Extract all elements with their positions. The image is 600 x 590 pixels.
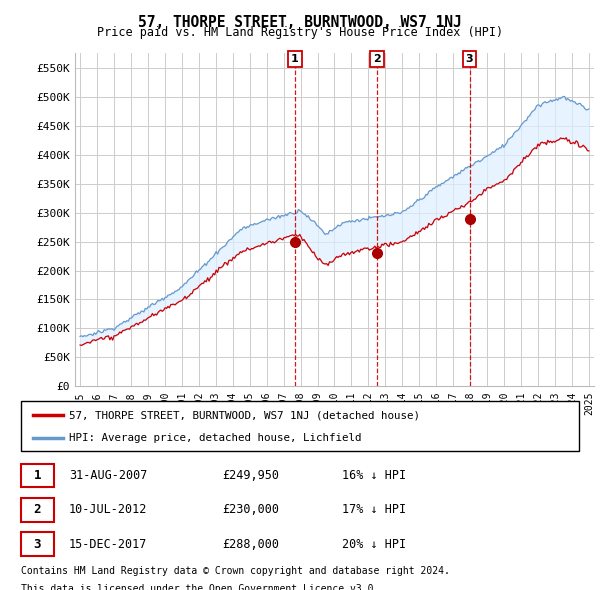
Text: Price paid vs. HM Land Registry's House Price Index (HPI): Price paid vs. HM Land Registry's House … bbox=[97, 26, 503, 39]
Text: £249,950: £249,950 bbox=[222, 469, 279, 482]
Text: 31-AUG-2007: 31-AUG-2007 bbox=[69, 469, 148, 482]
Text: 15-DEC-2017: 15-DEC-2017 bbox=[69, 537, 148, 550]
Text: HPI: Average price, detached house, Lichfield: HPI: Average price, detached house, Lich… bbox=[69, 433, 361, 443]
Text: 10-JUL-2012: 10-JUL-2012 bbox=[69, 503, 148, 516]
Text: 1: 1 bbox=[34, 469, 41, 482]
Text: 17% ↓ HPI: 17% ↓ HPI bbox=[342, 503, 406, 516]
Text: 16% ↓ HPI: 16% ↓ HPI bbox=[342, 469, 406, 482]
Text: 57, THORPE STREET, BURNTWOOD, WS7 1NJ: 57, THORPE STREET, BURNTWOOD, WS7 1NJ bbox=[138, 15, 462, 30]
Text: £230,000: £230,000 bbox=[222, 503, 279, 516]
Text: 3: 3 bbox=[34, 537, 41, 550]
Text: 2: 2 bbox=[373, 54, 381, 64]
Text: £288,000: £288,000 bbox=[222, 537, 279, 550]
Text: 3: 3 bbox=[466, 54, 473, 64]
Text: 1: 1 bbox=[291, 54, 299, 64]
Text: This data is licensed under the Open Government Licence v3.0.: This data is licensed under the Open Gov… bbox=[21, 584, 379, 590]
Text: 57, THORPE STREET, BURNTWOOD, WS7 1NJ (detached house): 57, THORPE STREET, BURNTWOOD, WS7 1NJ (d… bbox=[69, 410, 420, 420]
Text: Contains HM Land Registry data © Crown copyright and database right 2024.: Contains HM Land Registry data © Crown c… bbox=[21, 566, 450, 576]
Text: 2: 2 bbox=[34, 503, 41, 516]
Text: 20% ↓ HPI: 20% ↓ HPI bbox=[342, 537, 406, 550]
